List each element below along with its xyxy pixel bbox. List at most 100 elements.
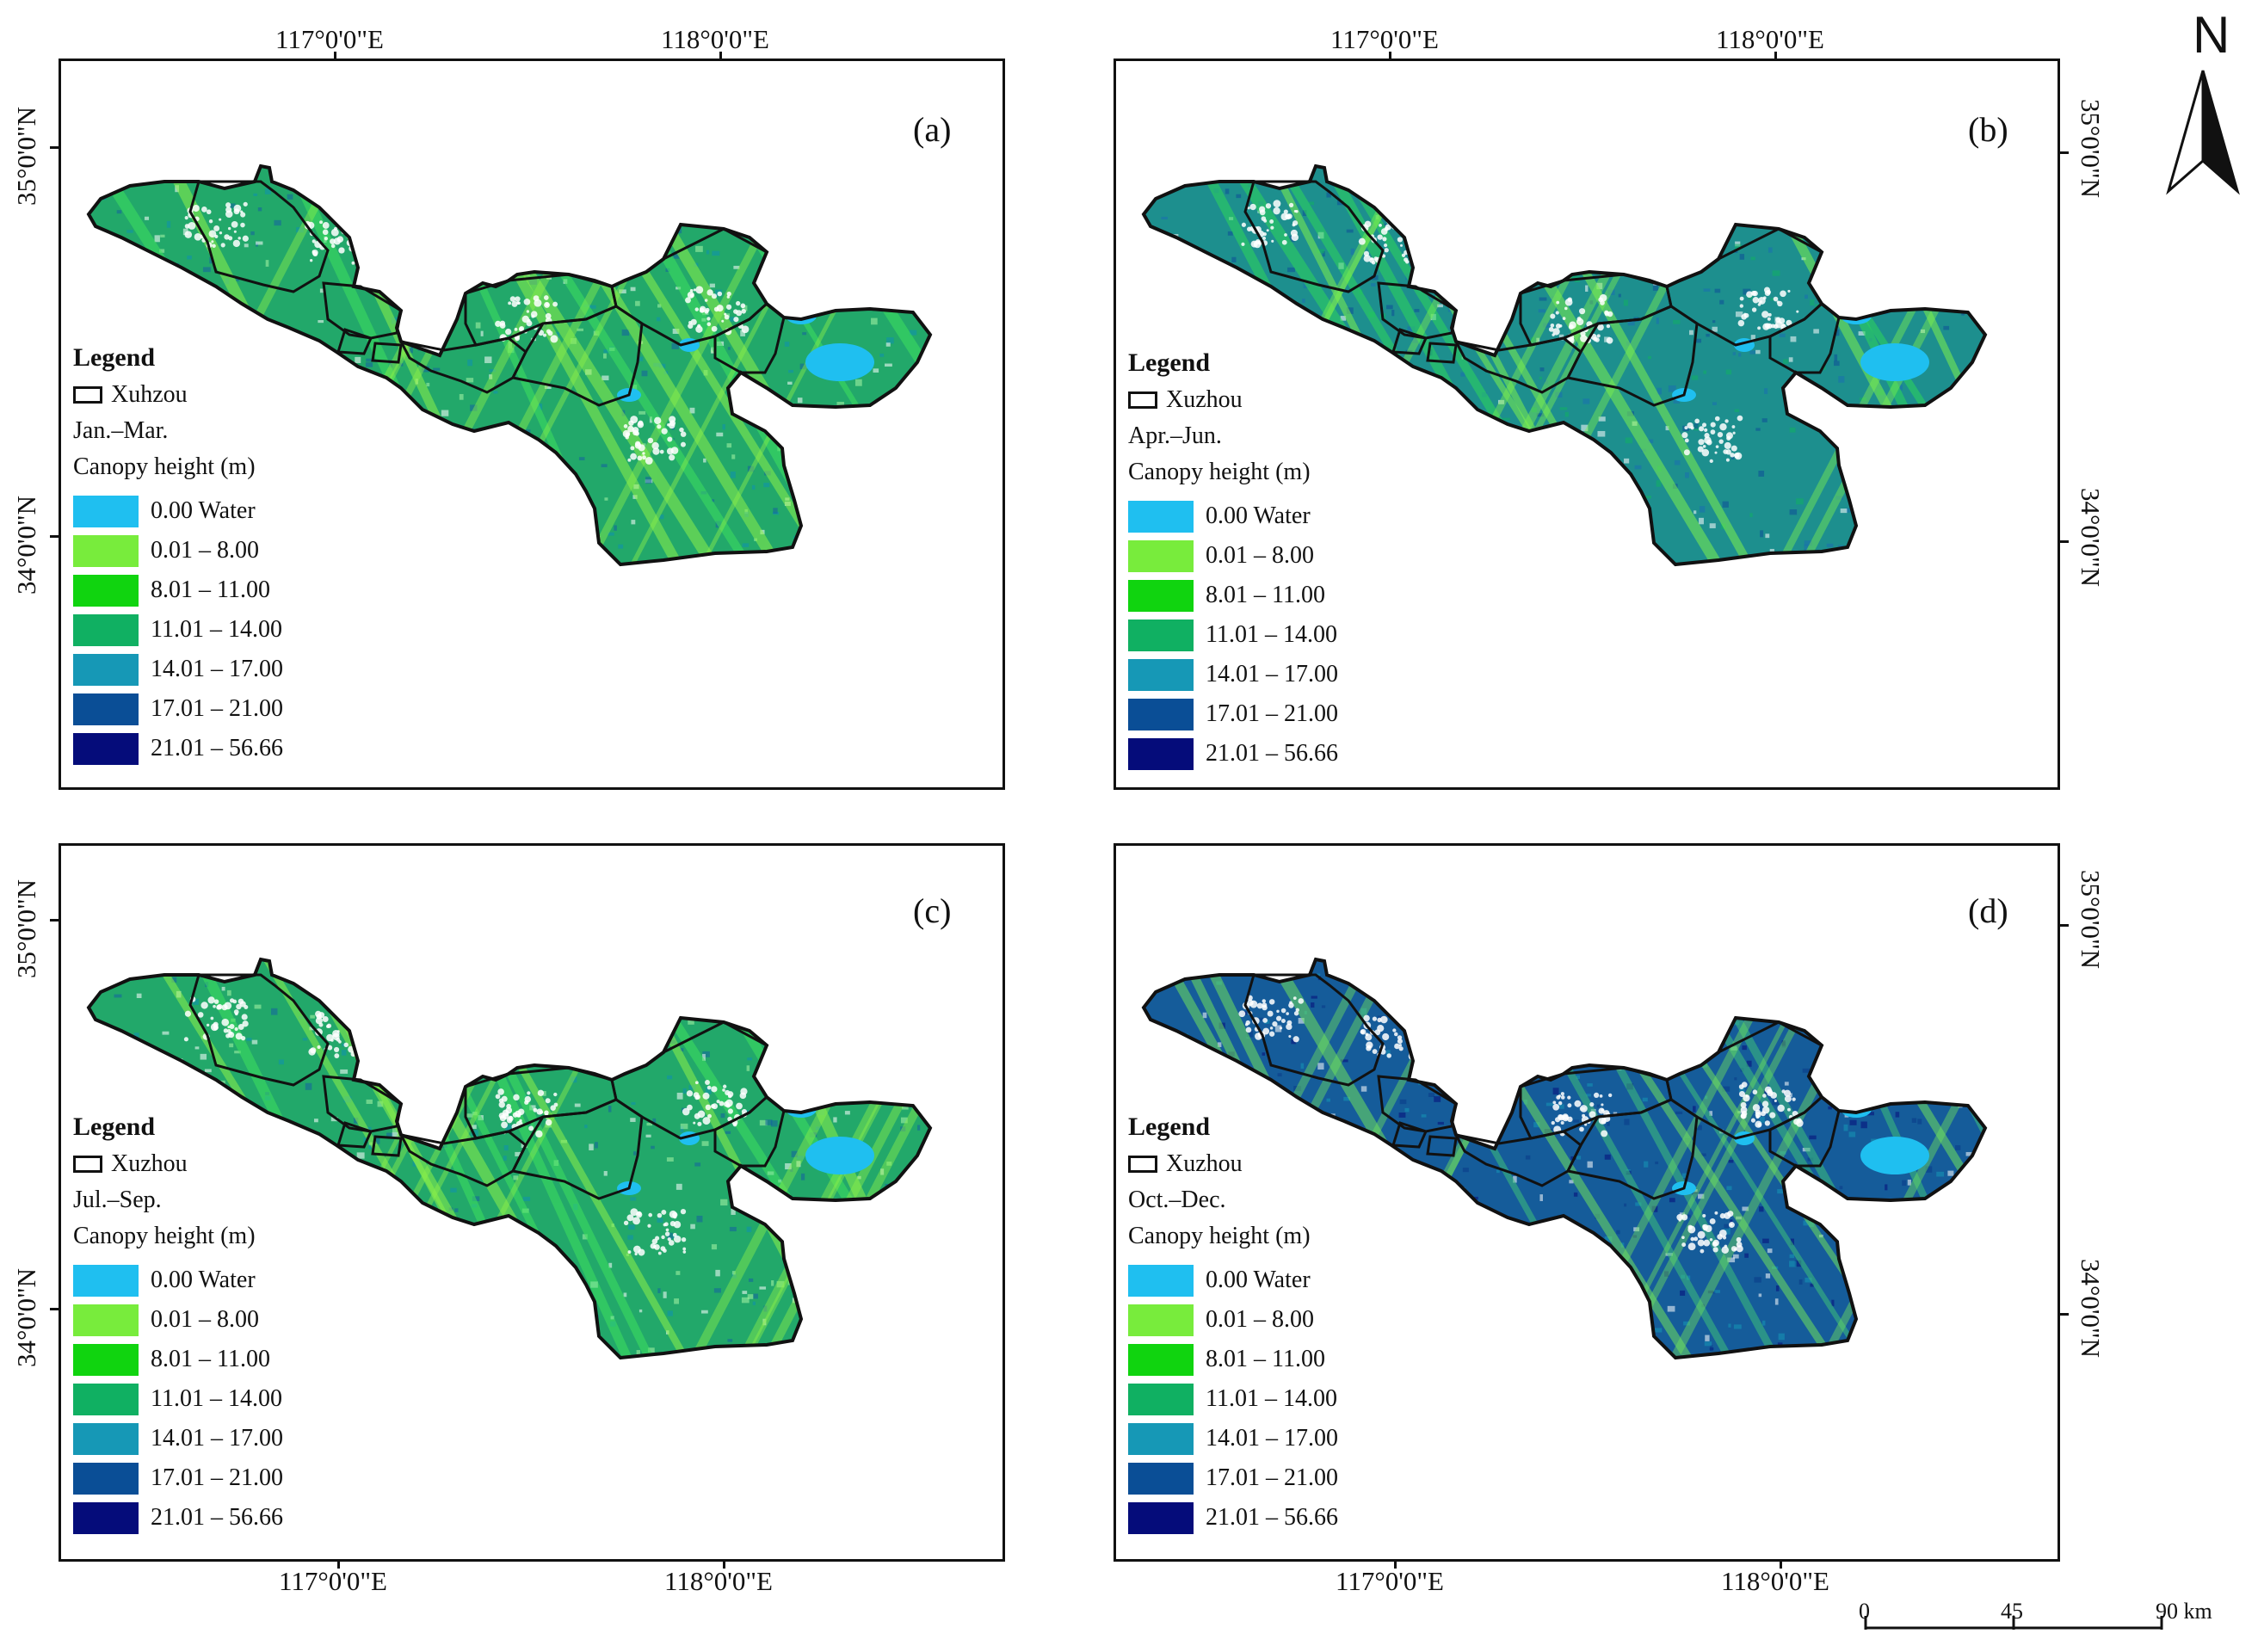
legend-class-label: 8.01 – 11.00 [151,576,270,603]
boundary-label: Xuzhou [111,1150,188,1177]
legend-classes: 0.00 Water 0.01 – 8.00 8.01 – 11.00 11.01 –… [1128,496,1338,774]
field-label: Canopy height (m) [73,453,256,480]
lat-label-right-top-34: 34°0'0"N [2076,488,2106,588]
lat-label-left-bottom-34: 34°0'0"N [11,1267,41,1367]
legend-color-swatch [1128,737,1194,770]
legend: Legend Xuzhou Oct.–Dec. Canopy height (m… [1128,1114,1338,1538]
period-label: Jul.–Sep. [73,1187,162,1213]
legend-color-swatch [1128,1343,1194,1376]
legend-class-row: 8.01 – 11.00 [1128,1340,1338,1379]
legend-color-swatch [73,1343,139,1376]
legend-class-row: 14.01 – 17.00 [73,650,283,689]
legend-class-row: 0.01 – 8.00 [73,1300,283,1340]
legend-class-row: 11.01 – 14.00 [1128,615,1338,655]
panel-label: (a) [913,110,952,149]
legend-class-row: 11.01 – 14.00 [73,610,283,650]
field-label: Canopy height (m) [1128,459,1311,485]
legend-class-row: 21.01 – 56.66 [73,1498,283,1538]
legend-class-row: 0.00 Water [1128,1261,1338,1300]
panel-label: (b) [1968,110,2008,149]
district-boundary [1565,1098,1699,1200]
legend-class-row: 8.01 – 11.00 [1128,576,1338,615]
lon-label-bottom-right-118: 118°0'0"E [1721,1566,1829,1596]
district-boundary [371,1135,403,1157]
legend-class-label: 11.01 – 14.00 [1206,1385,1337,1412]
legend-class-label: 0.01 – 8.00 [151,537,259,564]
legend-classes: 0.00 Water 0.01 – 8.00 8.01 – 11.00 11.01 –… [73,491,283,768]
legend-class-row: 14.01 – 17.00 [1128,655,1338,694]
boundary-label: Xuhzou [111,381,188,408]
legend-color-swatch [1128,1501,1194,1534]
legend-class-label: 21.01 – 56.66 [1206,740,1338,767]
legend-class-row: 17.01 – 21.00 [73,1458,283,1498]
legend-class-row: 14.01 – 17.00 [1128,1419,1338,1458]
xuzhou-canopy-map [86,957,933,1360]
legend-class-label: 8.01 – 11.00 [151,1346,270,1372]
boundary-swatch [1128,391,1157,409]
lat-label-left-top-34: 34°0'0"N [11,495,41,595]
scale-label-90: 90 km [2156,1599,2212,1624]
tick-mark [50,1308,59,1310]
legend-color-swatch [73,1422,139,1455]
district-boundary [336,328,373,355]
district-boundary [1426,1135,1458,1157]
legend-color-swatch [1128,1462,1194,1495]
legend-class-row: 17.01 – 21.00 [73,689,283,729]
legend-class-row: 8.01 – 11.00 [73,1340,283,1379]
tick-mark [1780,1560,1782,1569]
tick-mark [2060,924,2069,927]
legend-class-label: 0.00 Water [1206,1267,1311,1293]
district-boundary [1391,328,1428,355]
lon-label-bottom-right-117: 117°0'0"E [1336,1566,1444,1596]
legend-color-swatch [73,495,139,527]
district-boundary [188,180,330,293]
legend-class-label: 0.00 Water [151,1267,256,1293]
legend-title: Legend [73,343,156,372]
period-label: Jan.–Mar. [73,417,169,444]
tick-mark [2060,1313,2069,1316]
legend-class-row: 21.01 – 56.66 [1128,734,1338,774]
lon-label-top-left-117: 117°0'0"E [275,24,384,54]
lon-label-top-right-117: 117°0'0"E [1330,24,1439,54]
legend-class-label: 11.01 – 14.00 [1206,621,1337,648]
legend-class-label: 0.01 – 8.00 [151,1306,259,1333]
legend-class-row: 0.01 – 8.00 [1128,536,1338,576]
xuzhou-boundary [1141,957,1988,1360]
district-boundary [1243,180,1385,293]
legend-color-swatch [73,534,139,567]
period-label: Apr.–Jun. [1128,422,1222,449]
lat-label-left-top-35: 35°0'0"N [11,106,41,206]
lat-label-right-bottom-35: 35°0'0"N [2076,870,2106,970]
legend-class-label: 0.00 Water [1206,502,1311,529]
legend-class-row: 0.00 Water [1128,496,1338,536]
boundary-label: Xuzhou [1166,1150,1243,1177]
legend-color-swatch [1128,698,1194,730]
tick-mark [723,1560,725,1569]
north-label: N [2193,6,2230,64]
lon-label-top-left-118: 118°0'0"E [661,24,769,54]
legend-class-row: 8.01 – 11.00 [73,570,283,610]
legend-class-label: 8.01 – 11.00 [1206,582,1325,608]
legend-color-swatch [1128,579,1194,612]
legend-color-swatch [73,1304,139,1336]
lon-label-bottom-left-117: 117°0'0"E [279,1566,387,1596]
xuzhou-canopy-map [1141,163,1988,567]
legend-title: Legend [73,1113,156,1141]
boundary-swatch [73,1156,102,1173]
legend-class-label: 21.01 – 56.66 [1206,1504,1338,1531]
tick-mark [719,52,722,60]
tick-mark [1389,52,1391,60]
legend-class-label: 11.01 – 14.00 [151,616,282,643]
xuzhou-canopy-map [1141,957,1988,1360]
legend-class-label: 14.01 – 17.00 [151,1425,283,1452]
legend-class-label: 0.01 – 8.00 [1206,1306,1314,1333]
district-boundary [1243,973,1385,1087]
lon-label-bottom-left-118: 118°0'0"E [664,1566,773,1596]
period-label: Oct.–Dec. [1128,1187,1226,1213]
tick-mark [1774,52,1777,60]
field-label: Canopy height (m) [73,1223,256,1249]
lon-label-top-right-118: 118°0'0"E [1716,24,1824,54]
legend-class-row: 17.01 – 21.00 [1128,1458,1338,1498]
legend-class-label: 0.01 – 8.00 [1206,542,1314,569]
tick-mark [334,52,336,60]
